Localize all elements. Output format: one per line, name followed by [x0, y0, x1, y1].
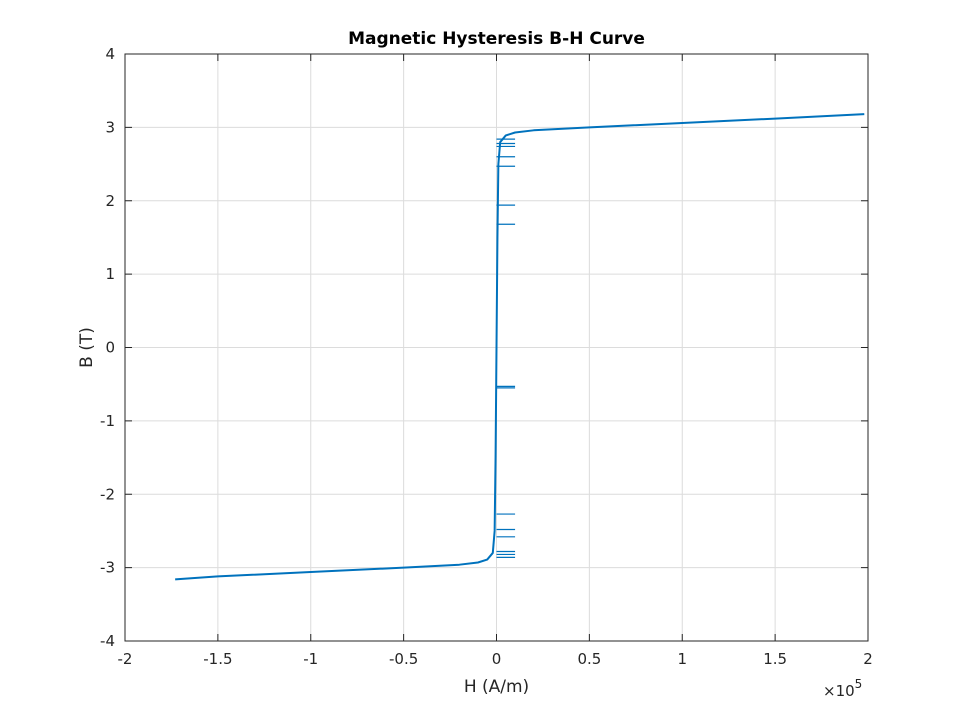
y-tick-label: 1 [105, 265, 115, 283]
x-tick-label: -1.5 [203, 650, 232, 668]
x-axis-exponent-power: 5 [855, 677, 863, 691]
x-tick-label: -0.5 [389, 650, 418, 668]
x-axis-label: H (A/m) [464, 677, 529, 697]
y-tick-label: 2 [105, 192, 115, 210]
x-tick-label: -1 [303, 650, 318, 668]
x-tick-label: 0.5 [577, 650, 601, 668]
axis-ticks: -2 -1.5 -1 -0.5 0 0.5 1 1.5 2 -4 -3 -2 -1 0 1 2 3 4 [100, 45, 873, 668]
x-axis-exponent-base: ×10 [823, 682, 855, 700]
x-tick-label: 0 [492, 650, 502, 668]
y-axis-label: B (T) [77, 327, 97, 368]
chart-title: Magnetic Hysteresis B-H Curve [348, 29, 645, 49]
y-tick-label: -3 [100, 559, 115, 577]
y-tick-label: -4 [100, 632, 115, 650]
x-tick-label: -2 [118, 650, 133, 668]
y-tick-label: -1 [100, 412, 115, 430]
y-tick-label: 0 [105, 339, 115, 357]
x-tick-label: 2 [863, 650, 873, 668]
data-series [175, 113, 865, 581]
x-tick-label: 1 [677, 650, 687, 668]
y-tick-label: 4 [105, 45, 115, 63]
x-tick-label: 1.5 [763, 650, 787, 668]
bh-curve-line [175, 113, 865, 581]
x-axis-exponent: ×105 [823, 677, 862, 700]
y-tick-label: 3 [105, 118, 115, 136]
y-tick-label: -2 [100, 485, 115, 503]
